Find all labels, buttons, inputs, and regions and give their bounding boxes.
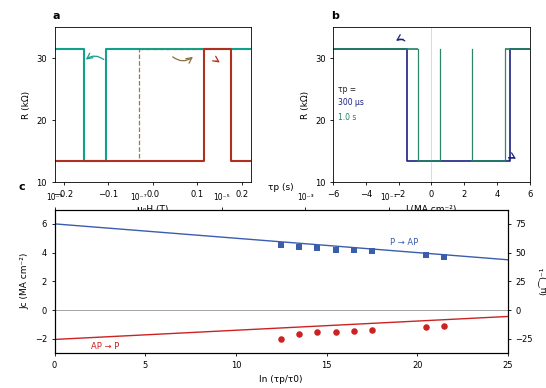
Point [422,252,431,258]
Point [295,331,304,338]
Point [331,328,340,334]
Point [422,324,431,330]
Y-axis label: R (kΩ): R (kΩ) [300,91,310,119]
Text: c: c [19,182,25,192]
X-axis label: μ₀H (T): μ₀H (T) [137,204,168,213]
Text: τp =: τp = [338,85,357,94]
Point [277,242,286,248]
Point [367,248,376,254]
Point [331,247,340,253]
Point [277,336,286,342]
Text: b: b [331,11,339,21]
Text: 1.0 s: 1.0 s [338,113,357,122]
Point [295,244,304,250]
Point [349,247,358,253]
X-axis label: J (MA cm⁻²): J (MA cm⁻²) [406,204,457,213]
X-axis label: ln (τp/τ0): ln (τp/τ0) [259,375,303,384]
X-axis label: τp (s): τp (s) [269,183,294,192]
Text: 300 μs: 300 μs [338,98,364,107]
Y-axis label: (μ⁀)⁻¹: (μ⁀)⁻¹ [538,267,546,296]
Point [349,328,358,334]
Point [440,254,449,260]
Point [313,329,322,335]
Y-axis label: R (kΩ): R (kΩ) [22,91,31,119]
Text: AP → P: AP → P [91,342,119,351]
Point [440,323,449,329]
Y-axis label: Jc (MA cm⁻²): Jc (MA cm⁻²) [20,253,29,310]
Text: a: a [52,11,60,21]
Point [367,327,376,333]
Text: P → AP: P → AP [390,238,418,248]
Point [313,245,322,251]
